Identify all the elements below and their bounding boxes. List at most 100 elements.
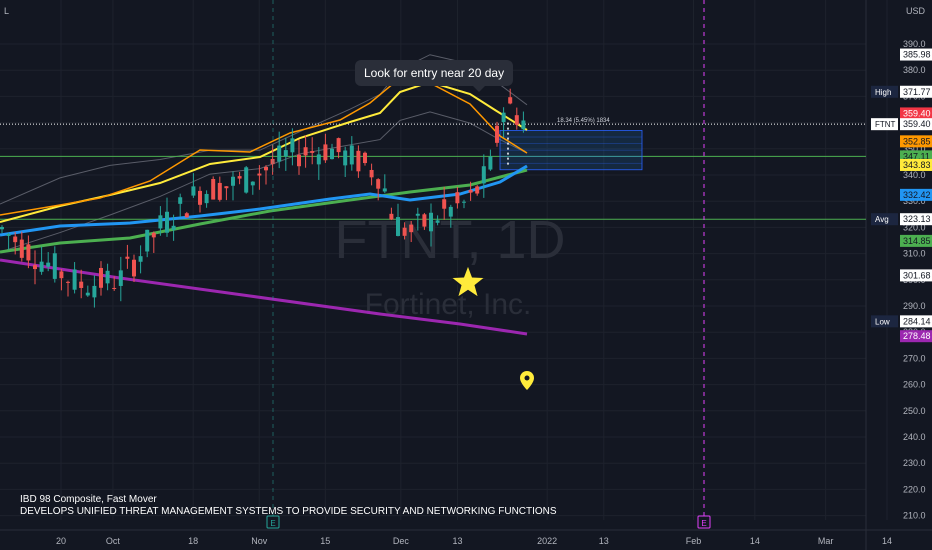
y-tick-label: 390.0 (903, 39, 926, 49)
candle-body (191, 186, 196, 196)
candle-body (310, 151, 315, 153)
earnings-badge-label: E (701, 519, 706, 528)
candle-body (316, 154, 321, 165)
candle-body (330, 148, 334, 160)
candle-body (514, 115, 519, 125)
candle-body (138, 256, 143, 262)
x-tick-label: 20 (56, 536, 66, 546)
price-label: 359.40 (903, 119, 931, 129)
annotation-callout[interactable]: Look for entry near 20 day (355, 60, 514, 92)
candle-body (39, 261, 44, 272)
candle-body (488, 156, 493, 170)
candle-body (435, 220, 440, 223)
y-tick-label: 210.0 (903, 511, 926, 521)
price-label-bg (900, 330, 932, 343)
star-icon (447, 261, 489, 301)
candle-body (508, 97, 513, 104)
y-tick-label: 240.0 (903, 432, 926, 442)
candle-body (389, 213, 394, 220)
price-tag: FTNT (875, 120, 896, 129)
ma10-line (0, 77, 528, 216)
candle-body (211, 178, 216, 200)
y-tick-label: 250.0 (903, 406, 926, 416)
candle-body (125, 256, 130, 259)
candle-body (415, 213, 420, 216)
candle-body (257, 173, 262, 176)
x-tick-label: 14 (882, 536, 892, 546)
price-label: 371.77 (903, 87, 931, 97)
x-tick-label: Feb (686, 536, 702, 546)
candle-body (151, 232, 156, 238)
candle-body (33, 265, 37, 270)
candle-body (336, 138, 341, 153)
candles (0, 88, 526, 308)
price-axis[interactable]: 210.0220.0230.0240.0250.0260.0270.0280.0… (871, 39, 932, 521)
price-label-bg (900, 107, 932, 120)
candle-body (349, 145, 354, 165)
overlay: EE (266, 0, 711, 529)
candle-body (112, 287, 117, 289)
candle-body (323, 144, 328, 161)
candle-body (85, 292, 90, 296)
candle-body (250, 181, 255, 186)
candle-body (171, 225, 176, 230)
candle-body (297, 154, 301, 167)
price-label: 314.85 (903, 236, 931, 246)
info-line-1: IBD 98 Composite, Fast Mover (20, 494, 157, 505)
x-tick-label: 13 (599, 536, 609, 546)
candle-body (495, 125, 499, 143)
mode-letter: L (4, 6, 10, 16)
candle-body (118, 270, 123, 286)
candle-body (264, 166, 268, 171)
candle-body (204, 193, 209, 204)
price-label: 284.14 (903, 316, 931, 326)
price-tag-bg (871, 213, 898, 226)
y-tick-label: 350.0 (903, 144, 926, 154)
price-label: 359.40 (903, 108, 931, 118)
price-label: 323.13 (903, 214, 931, 224)
price-tag: Avg (875, 215, 889, 224)
candle-body (343, 150, 348, 166)
candle-body (521, 120, 526, 130)
x-tick-label: 15 (320, 536, 330, 546)
y-tick-label: 290.0 (903, 301, 926, 311)
pin-hole (524, 375, 530, 381)
price-tag: Low (875, 317, 890, 326)
candle-body (105, 270, 110, 284)
candle-body (481, 166, 486, 184)
y-tick-label: 320.0 (903, 222, 926, 232)
y-tick-label: 310.0 (903, 249, 926, 259)
candle-body (184, 213, 189, 218)
price-label-bg (900, 315, 932, 328)
candle-body (13, 236, 18, 243)
earnings-badge (266, 515, 280, 529)
price-label-bg (900, 85, 932, 98)
earnings-badge (697, 515, 711, 529)
price-label: 352.85 (903, 136, 931, 146)
candle-body (92, 285, 97, 298)
candle-body (158, 215, 163, 229)
x-tick-label: 13 (452, 536, 462, 546)
price-label-bg (900, 135, 932, 148)
x-tick-label: 2022 (537, 536, 557, 546)
candle-body (402, 227, 407, 236)
candle-body (429, 212, 433, 232)
candle-body (244, 167, 249, 193)
price-label-bg (900, 158, 932, 171)
candle-body (52, 253, 57, 279)
candle-body (277, 145, 282, 162)
candle-body (178, 197, 183, 204)
price-label: 347.11 (903, 151, 930, 161)
price-label: 332.42 (903, 190, 931, 200)
candle-body (369, 169, 374, 178)
price-tag: High (875, 88, 891, 97)
price-label-bg (900, 188, 932, 201)
candle-body (165, 211, 169, 233)
earnings-badge-label: E (270, 519, 275, 528)
candle-body (145, 229, 150, 252)
price-label: 343.83 (903, 160, 931, 170)
y-tick-label: 340.0 (903, 170, 926, 180)
time-axis[interactable]: 20 Oct 18 Nov 15 Dec 13 2022 13 Feb 14 Mar 14 (56, 536, 892, 546)
